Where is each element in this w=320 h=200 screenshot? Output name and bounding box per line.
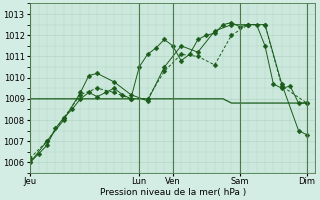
- X-axis label: Pression niveau de la mer( hPa ): Pression niveau de la mer( hPa ): [100, 188, 246, 197]
